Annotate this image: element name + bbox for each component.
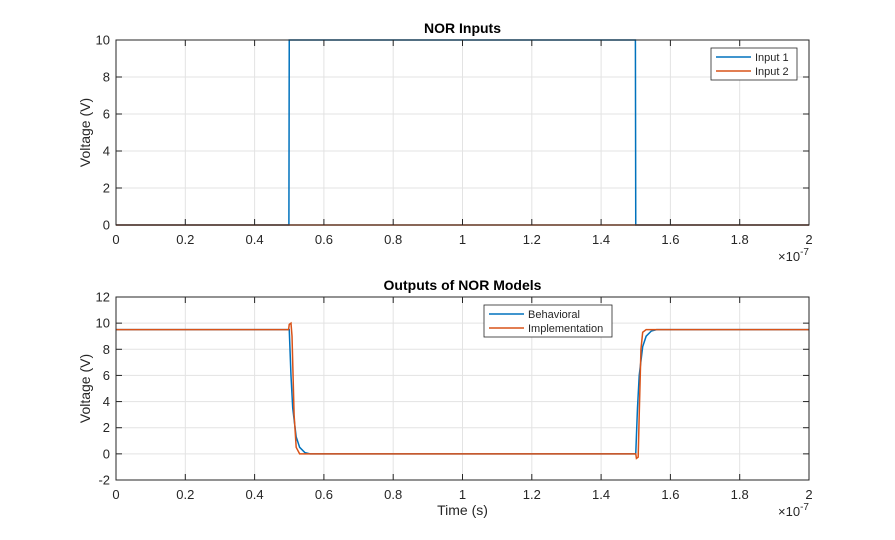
y-tick-label: 2 bbox=[103, 420, 110, 435]
y-axis-label: Voltage (V) bbox=[77, 98, 93, 167]
subplot-1: 0 0.2 0.4 0.6 0.8 1 1.2 1.4 1.6 1.8 2 0 2 4 6 8 10 ×10-7 N… bbox=[77, 20, 813, 264]
y-tick-label: 10 bbox=[96, 33, 110, 48]
legend-label: Input 2 bbox=[755, 66, 789, 78]
y-tick-label: 6 bbox=[103, 368, 110, 383]
x-tick-label: 0.4 bbox=[246, 487, 264, 502]
subplot-2: 0 0.2 0.4 0.6 0.8 1 1.2 1.4 1.6 1.8 2-2024681012×1… bbox=[77, 277, 813, 519]
x-exponent-power: -7 bbox=[800, 247, 809, 258]
x-tick-label: 1 bbox=[459, 487, 466, 502]
x-tick-label: 1.4 bbox=[592, 487, 610, 502]
x-tick-label: 2 bbox=[805, 232, 812, 247]
x-axis-label: Time (s) bbox=[437, 502, 488, 518]
chart-title: Outputs of NOR Models bbox=[384, 277, 542, 293]
legend-box bbox=[483, 304, 613, 338]
y-axis-label: Voltage (V) bbox=[77, 354, 93, 423]
x-tick-label: 1 bbox=[459, 232, 466, 247]
x-tick-label: 2 bbox=[805, 487, 812, 502]
x-tick-label: 0.6 bbox=[315, 232, 333, 247]
x-tick-label: 0.2 bbox=[176, 232, 194, 247]
x-exponent-label: ×10-7 bbox=[778, 247, 809, 264]
x-tick-label: 0.8 bbox=[384, 487, 402, 502]
x-tick-label: 0 bbox=[112, 232, 119, 247]
legend-label: Input 1 bbox=[755, 52, 789, 64]
x-tick-label: 0 bbox=[112, 487, 119, 502]
x-tick-label: 0.6 bbox=[315, 487, 333, 502]
y-tick-label: 8 bbox=[103, 70, 110, 85]
y-tick-label: 10 bbox=[96, 316, 110, 331]
x-tick-label: 0.4 bbox=[246, 232, 264, 247]
y-tick-label: -2 bbox=[98, 473, 110, 488]
legend-label: Implementation bbox=[528, 323, 603, 335]
y-tick-label: 0 bbox=[103, 218, 110, 233]
x-tick-label: 1.4 bbox=[592, 232, 610, 247]
y-tick-label: 6 bbox=[103, 107, 110, 122]
y-tick-label: 4 bbox=[103, 144, 110, 159]
y-tick-label: 12 bbox=[96, 290, 110, 305]
x-tick-label: 1.2 bbox=[523, 232, 541, 247]
y-tick-label: 8 bbox=[103, 342, 110, 357]
series-line-implementation bbox=[116, 321, 809, 460]
y-tick-label: 4 bbox=[103, 394, 110, 409]
y-tick-label: 0 bbox=[103, 446, 110, 461]
x-tick-label: 1.2 bbox=[523, 487, 541, 502]
legend: Input 1 Input 2 bbox=[710, 47, 798, 81]
x-tick-label: 0.2 bbox=[176, 487, 194, 502]
x-tick-label: 1.8 bbox=[731, 487, 749, 502]
x-tick-label: 1.8 bbox=[731, 232, 749, 247]
y-tick-label: 2 bbox=[103, 181, 110, 196]
x-tick-label: 0.8 bbox=[384, 232, 402, 247]
legend-box bbox=[710, 47, 798, 81]
x-tick-label: 1.6 bbox=[661, 487, 679, 502]
x-exponent-base: ×10 bbox=[778, 504, 800, 519]
chart-title: NOR Inputs bbox=[424, 20, 501, 36]
legend-label: Behavioral bbox=[528, 309, 580, 321]
x-exponent-power: -7 bbox=[800, 502, 809, 513]
legend: Behavioral Implementation bbox=[483, 304, 613, 338]
x-exponent-base: ×10 bbox=[778, 249, 800, 264]
x-exponent-label: ×10-7 bbox=[778, 502, 809, 519]
x-tick-label: 1.6 bbox=[661, 232, 679, 247]
